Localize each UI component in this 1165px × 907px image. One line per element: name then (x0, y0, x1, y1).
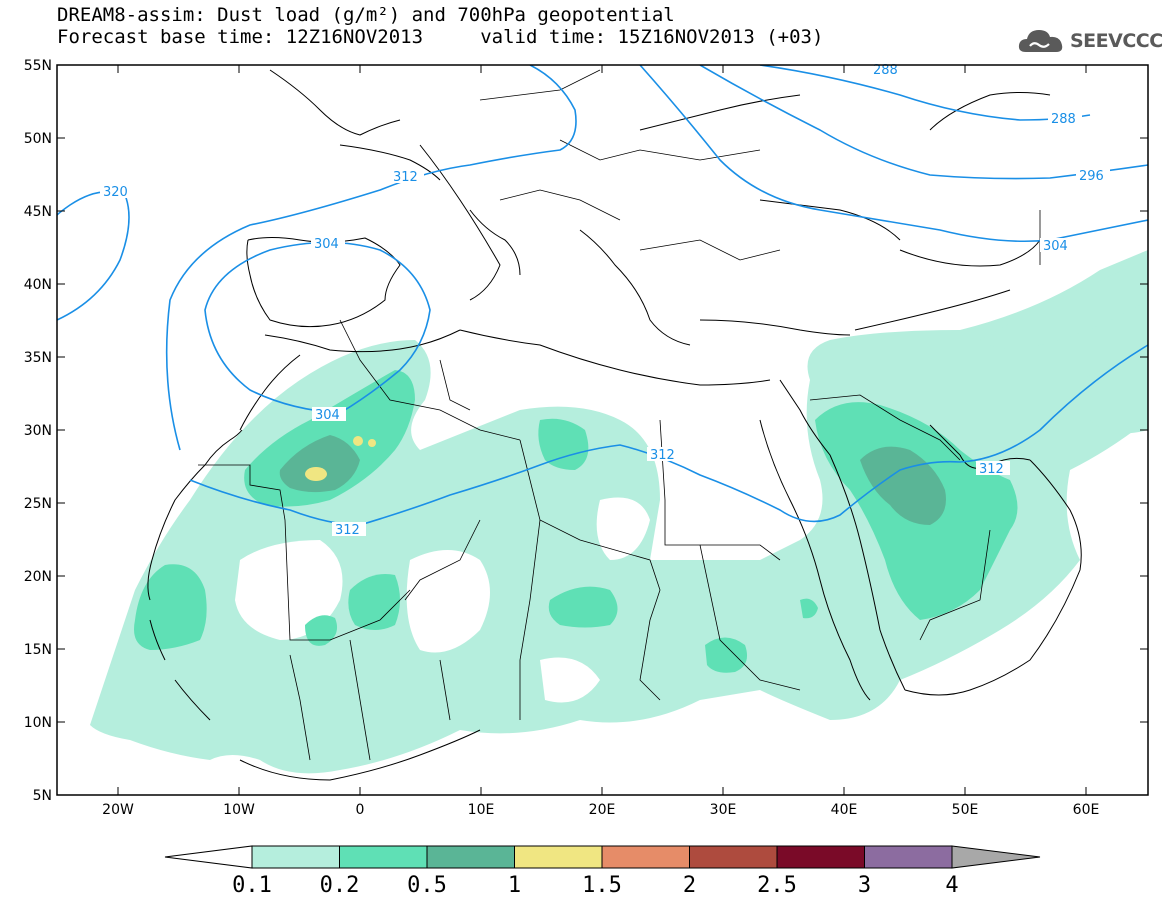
lon-label: 0 (356, 802, 365, 818)
seevccc-logo: SEEVCCC (1018, 26, 1163, 56)
contour-label: 312 (335, 523, 360, 538)
lat-label: 30N (24, 423, 52, 439)
lat-label: 10N (24, 715, 52, 731)
colorbar-segment (251, 845, 340, 869)
colorbar-label: 2 (683, 873, 696, 898)
contour-label: 288 (1051, 112, 1076, 127)
lat-label: 20N (24, 569, 52, 585)
lat-label: 50N (24, 131, 52, 147)
lon-label: 30E (710, 802, 737, 818)
lon-label: 40E (831, 802, 858, 818)
longitude-axis: 20W 10W 0 10E 20E 30E 40E 50E 60E (102, 65, 1099, 818)
contour-label: 296 (1079, 169, 1104, 184)
colorbar-label: 0.2 (320, 873, 360, 898)
colorbar-label: 3 (858, 873, 871, 898)
dust-load-field (90, 250, 1148, 774)
lat-label: 15N (24, 642, 52, 658)
contour-label: 304 (1043, 239, 1068, 254)
map-title: DREAM8-assim: Dust load (g/m²) and 700hP… (57, 4, 675, 26)
colorbar-label: 1.5 (582, 873, 622, 898)
lat-label: 25N (24, 496, 52, 512)
colorbar: 0.1 0.2 0.5 1 1.5 2 2.5 3 4 (164, 845, 1041, 898)
colorbar-segment (339, 845, 428, 869)
lat-label: 55N (24, 58, 52, 74)
lon-label: 60E (1073, 802, 1100, 818)
contour-label: 312 (650, 448, 675, 463)
country-borders (198, 69, 1041, 761)
colorbar-under-triangle (164, 845, 253, 869)
colorbar-segment (776, 845, 865, 869)
coastlines (147, 69, 1082, 781)
colorbar-label: 0.5 (407, 873, 447, 898)
colorbar-segment (601, 845, 690, 869)
lon-label: 20E (589, 802, 616, 818)
lat-label: 40N (24, 277, 52, 293)
lon-label: 50E (952, 802, 979, 818)
contour-label: 312 (393, 170, 418, 185)
lat-label: 35N (24, 350, 52, 366)
contour-label: 288 (873, 63, 898, 78)
colorbar-label: 4 (945, 873, 958, 898)
contour-label: 304 (315, 408, 340, 423)
contour-labels: 288 288 296 304 304 312 312 312 312 320 … (100, 63, 1110, 538)
lon-label: 20W (102, 802, 134, 818)
lat-label: 5N (33, 788, 52, 804)
colorbar-label: 0.1 (232, 873, 272, 898)
colorbar-segment (426, 845, 515, 869)
contour-label: 312 (979, 462, 1004, 477)
latitude-axis: 55N 50N 45N 40N 35N 30N 25N 20N 15N 10N … (24, 58, 1148, 804)
lon-label: 10W (223, 802, 255, 818)
map-subtitle: Forecast base time: 12Z16NOV2013 valid t… (57, 26, 824, 48)
logo-text: SEEVCCC (1070, 30, 1163, 52)
contour-label: 304 (314, 237, 339, 252)
colorbar-label: 1 (508, 873, 521, 898)
colorbar-over-triangle (951, 845, 1041, 869)
lon-label: 10E (468, 802, 495, 818)
lat-label: 45N (24, 204, 52, 220)
colorbar-segment (514, 845, 603, 869)
colorbar-segment (689, 845, 778, 869)
colorbar-label: 2.5 (757, 873, 797, 898)
colorbar-segment (864, 845, 953, 869)
cloud-icon (1018, 30, 1063, 52)
contour-label: 320 (103, 185, 128, 200)
